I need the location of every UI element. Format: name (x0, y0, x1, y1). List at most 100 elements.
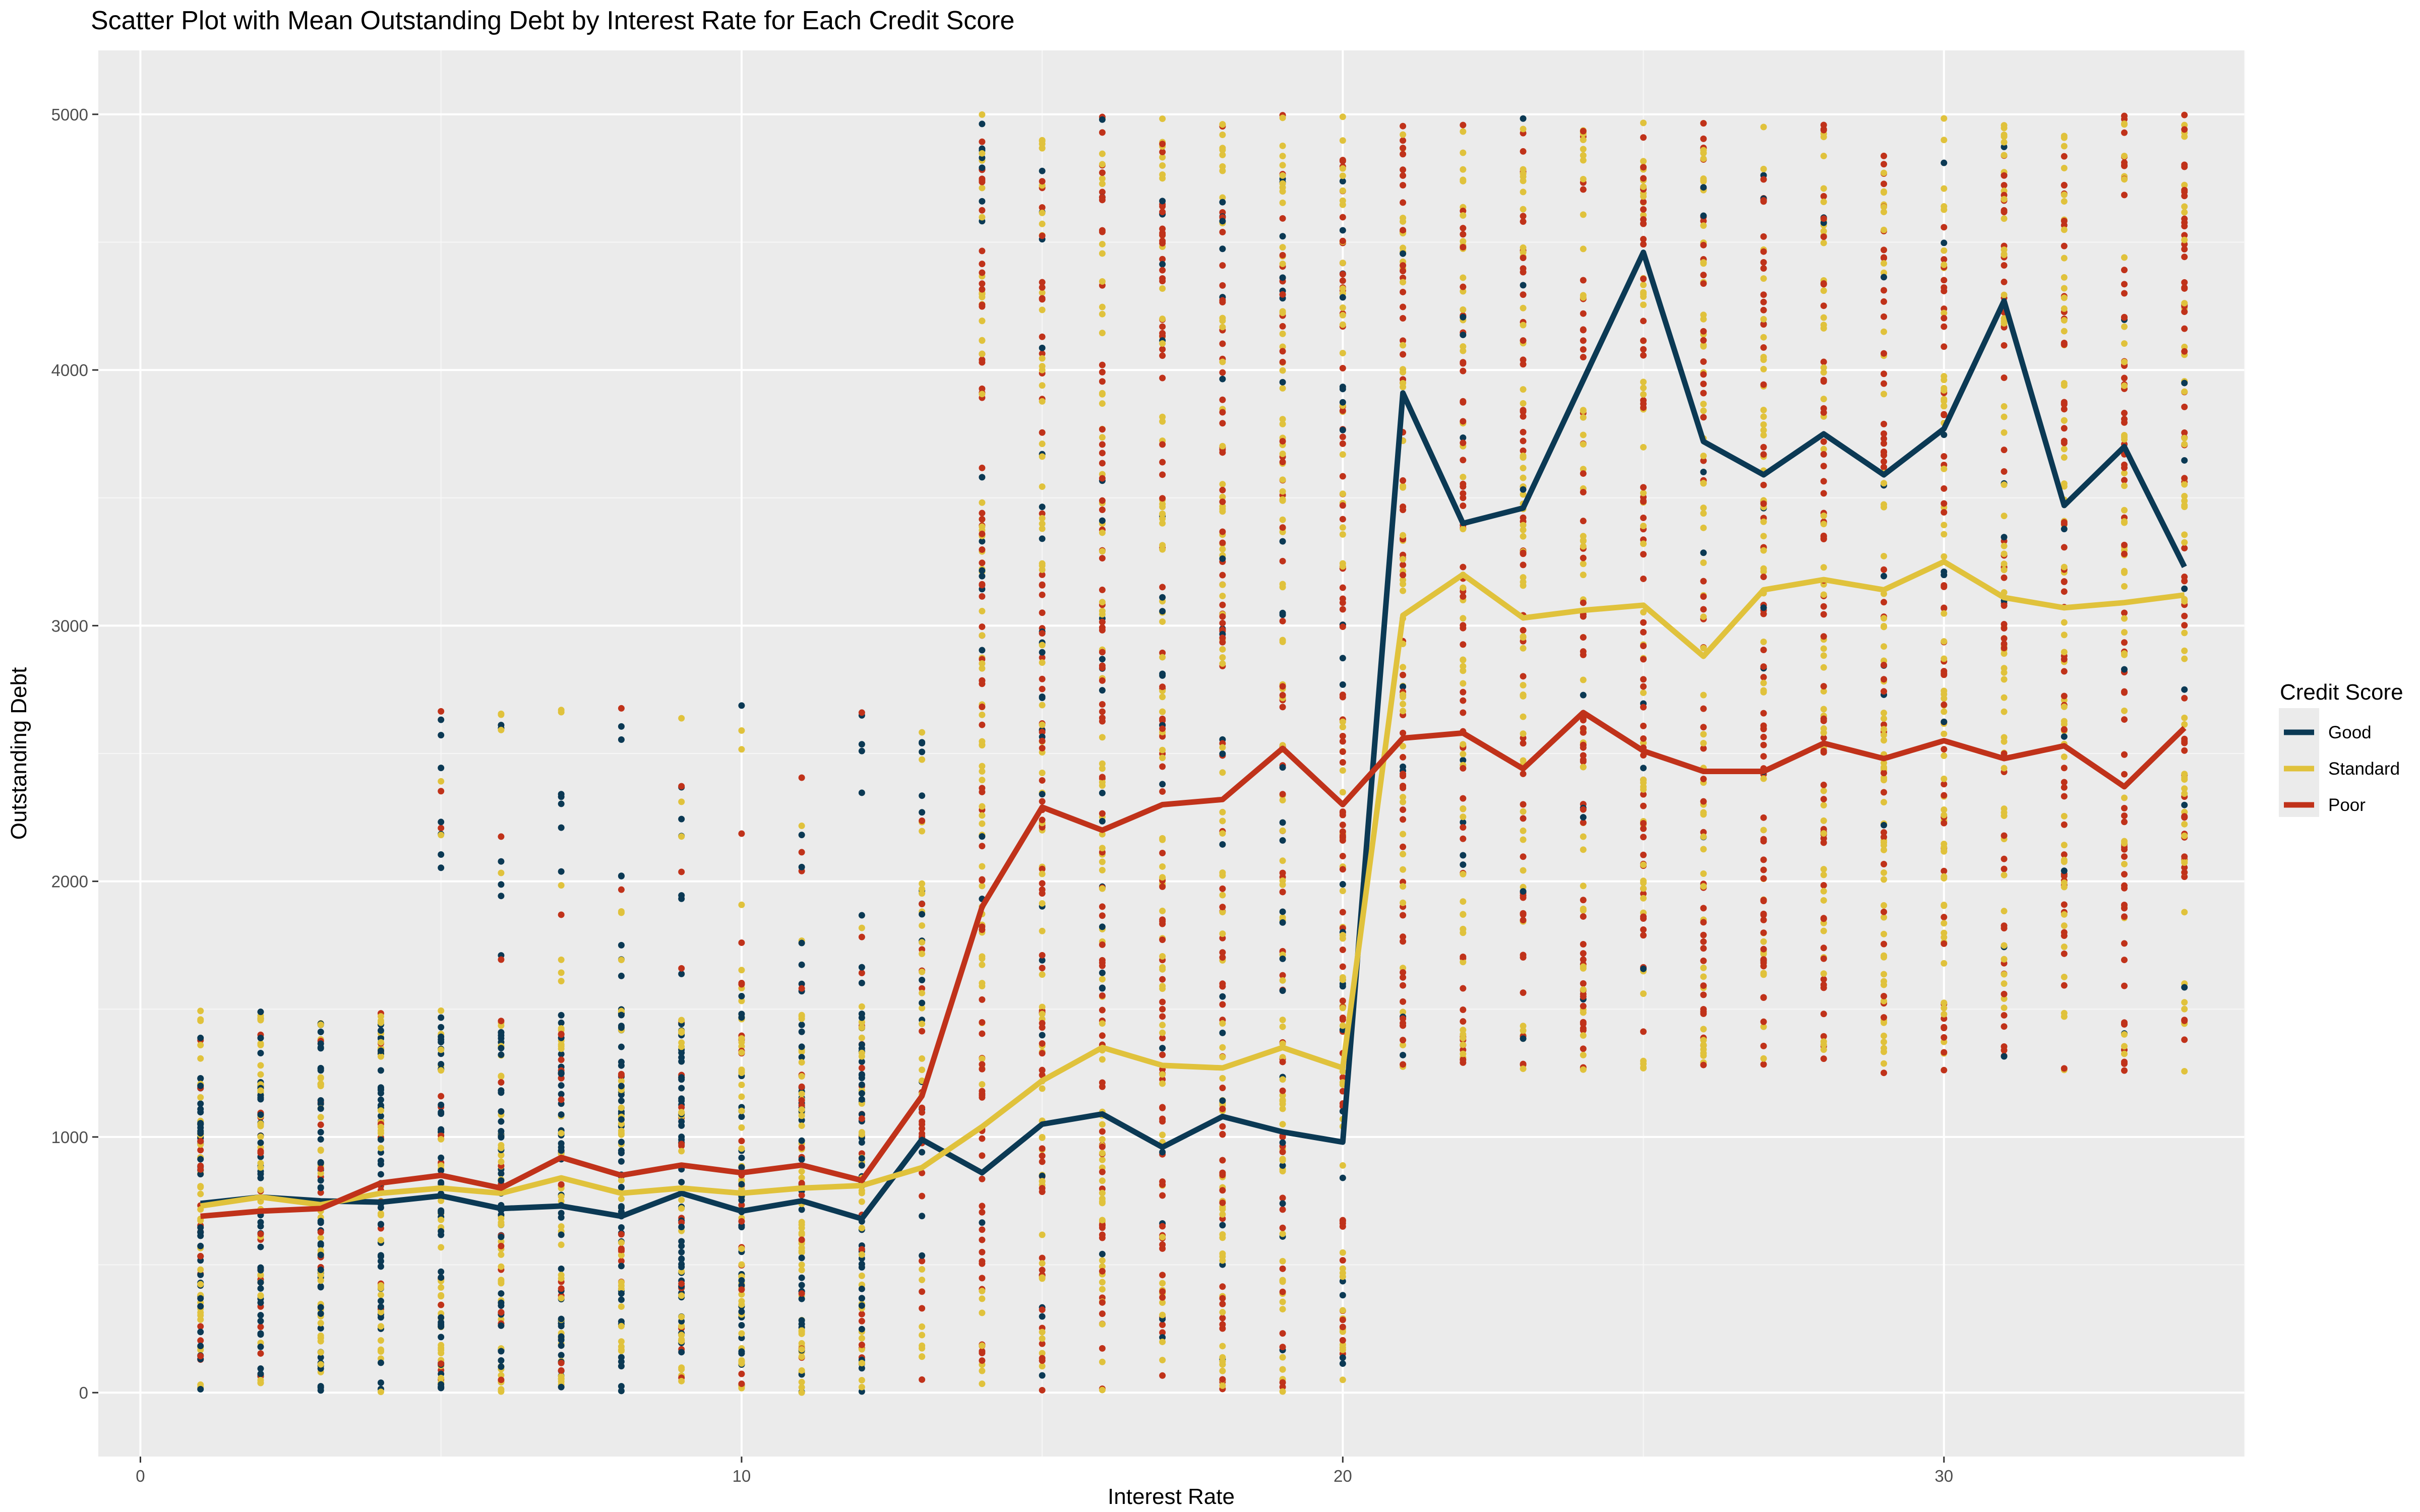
scatter-point (1339, 426, 1346, 433)
scatter-point (678, 1338, 685, 1345)
scatter-point (1580, 414, 1587, 421)
scatter-point (1039, 630, 1046, 637)
scatter-point (858, 912, 865, 919)
scatter-point (2181, 545, 2188, 552)
scatter-point (1700, 740, 1707, 747)
scatter-point (979, 145, 986, 152)
scatter-point (979, 1248, 986, 1255)
scatter-point (2181, 853, 2188, 860)
scatter-point (1339, 1022, 1346, 1029)
scatter-point (1279, 1058, 1286, 1065)
scatter-point (1219, 744, 1226, 751)
scatter-point (498, 1263, 505, 1270)
scatter-point (1039, 642, 1046, 649)
scatter-point (979, 111, 986, 118)
scatter-point (2181, 999, 2188, 1006)
scatter-point (1400, 982, 1407, 989)
scatter-point (2061, 399, 2068, 406)
scatter-point (1640, 834, 1647, 841)
scatter-point (1219, 1382, 1226, 1389)
scatter-point (1279, 162, 1286, 169)
scatter-point (2121, 771, 2128, 778)
scatter-point (979, 391, 986, 398)
scatter-point (377, 1359, 384, 1366)
scatter-point (1640, 216, 1647, 223)
scatter-point (919, 1169, 926, 1176)
scatter-point (1941, 115, 1948, 122)
scatter-point (1400, 218, 1407, 225)
scatter-point (2121, 432, 2128, 439)
scatter-point (2001, 574, 2008, 581)
scatter-point (2001, 481, 2008, 488)
scatter-point (858, 1155, 865, 1162)
scatter-point (1820, 729, 1827, 736)
scatter-point (798, 1021, 805, 1028)
scatter-point (1640, 164, 1647, 171)
scatter-point (1099, 1168, 1106, 1175)
scatter-point (1700, 371, 1707, 378)
scatter-point (1339, 433, 1346, 440)
scatter-point (1881, 328, 1888, 335)
scatter-point (1339, 563, 1346, 570)
scatter-point (1760, 298, 1767, 305)
scatter-point (1941, 806, 1948, 813)
scatter-point (1881, 1048, 1888, 1055)
scatter-point (2121, 1050, 2128, 1057)
scatter-point (1099, 789, 1106, 796)
scatter-point (558, 1241, 565, 1248)
scatter-point (1640, 281, 1647, 288)
scatter-point (1881, 940, 1888, 948)
scatter-point (1881, 661, 1888, 668)
scatter-point (2181, 475, 2188, 482)
scatter-point (1640, 820, 1647, 827)
scatter-point (1279, 987, 1286, 994)
scatter-point (1219, 228, 1226, 235)
scatter-point (498, 1029, 505, 1036)
scatter-point (1159, 520, 1166, 527)
scatter-point (438, 1046, 445, 1053)
scatter-point (1760, 574, 1767, 581)
scatter-point (1400, 671, 1407, 678)
scatter-point (1700, 957, 1707, 964)
scatter-point (1820, 927, 1827, 934)
scatter-point (1580, 294, 1587, 301)
scatter-point (1400, 806, 1407, 813)
scatter-point (2061, 619, 2068, 626)
scatter-point (1099, 426, 1106, 433)
scatter-point (1339, 974, 1346, 981)
scatter-point (498, 1348, 505, 1355)
scatter-point (498, 1045, 505, 1052)
scatter-point (1039, 971, 1046, 978)
scatter-point (1640, 379, 1647, 386)
scatter-point (618, 1338, 625, 1345)
scatter-point (197, 1166, 204, 1173)
scatter-point (1400, 816, 1407, 823)
scatter-point (919, 951, 926, 958)
scatter-point (1039, 306, 1046, 313)
scatter-point (979, 269, 986, 276)
scatter-point (618, 886, 625, 893)
scatter-point (1700, 272, 1707, 279)
scatter-point (798, 774, 805, 781)
scatter-point (558, 1367, 565, 1374)
scatter-point (1881, 254, 1888, 261)
scatter-point (2121, 176, 2128, 183)
scatter-point (438, 818, 445, 826)
scatter-point (678, 815, 685, 823)
scatter-point (979, 464, 986, 471)
scatter-point (798, 1236, 805, 1243)
scatter-point (2181, 785, 2188, 792)
scatter-point (438, 1093, 445, 1100)
scatter-point (1760, 1061, 1767, 1068)
scatter-point (1700, 469, 1707, 476)
scatter-point (558, 1359, 565, 1366)
scatter-point (1039, 1231, 1046, 1238)
scatter-point (1700, 883, 1707, 890)
scatter-point (1400, 1037, 1407, 1044)
scatter-point (858, 1096, 865, 1103)
scatter-point (257, 1164, 264, 1171)
scatter-point (438, 851, 445, 858)
scatter-point (2181, 695, 2188, 702)
scatter-point (858, 1246, 865, 1253)
scatter-point (498, 1145, 505, 1152)
